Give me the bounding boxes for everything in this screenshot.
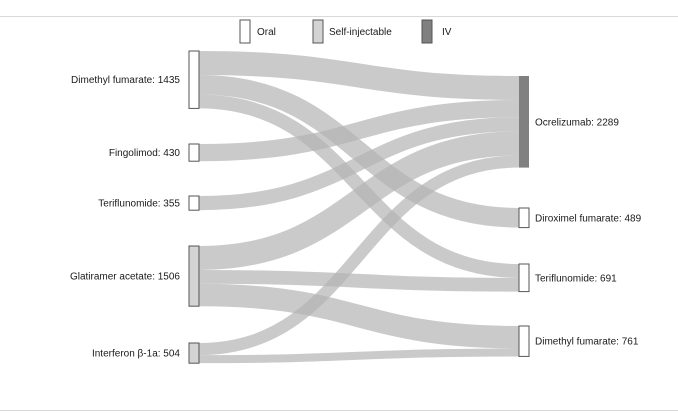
nodes	[188, 50, 530, 364]
flow-ifn-to-dmf-tgt	[198, 348, 520, 364]
node-teri-tgt	[518, 263, 530, 293]
node-ifn	[188, 342, 200, 364]
flow-fingo-to-ocre	[198, 100, 520, 162]
node-label-ocre: Ocrelizumab: 2289	[535, 117, 619, 128]
flow-glat-to-dmf-tgt	[198, 283, 520, 349]
legend-label-oral: Oral	[257, 27, 276, 38]
legend: Oral Self-injectable IV	[239, 19, 452, 44]
node-label-ifn: Interferon β-1a: 504	[92, 349, 180, 360]
node-label-teri-src: Teriflunomide: 355	[98, 199, 180, 210]
legend-label-iv: IV	[442, 27, 452, 38]
legend-swatch-iv	[421, 19, 433, 44]
legend-swatch-self-injectable	[312, 19, 324, 44]
node-label-drf: Diroximel fumarate: 489	[535, 213, 642, 224]
node-label-dmf-tgt: Dimethyl fumarate: 761	[535, 337, 639, 348]
flow-dmf-src-to-drf	[198, 75, 520, 228]
node-dmf-src	[188, 50, 200, 109]
flow-links	[198, 51, 520, 364]
node-labels: Dimethyl fumarate: 1435 Fingolimod: 430 Te…	[70, 75, 642, 359]
node-label-fingo: Fingolimod: 430	[109, 148, 181, 159]
node-label-glat: Glatiramer acetate: 1506	[70, 272, 180, 283]
node-glat	[188, 245, 200, 307]
flow-glat-to-teri-tgt	[198, 270, 520, 292]
node-ocre	[519, 76, 529, 168]
legend-label-self-injectable: Self-injectable	[329, 27, 392, 38]
flow-glat-to-ocre	[198, 131, 520, 270]
node-teri-src	[188, 195, 200, 211]
node-fingo	[188, 143, 200, 162]
bottom-border-line	[0, 410, 678, 411]
legend-swatch-oral	[239, 19, 251, 44]
top-border-line	[0, 16, 678, 17]
node-label-dmf-src: Dimethyl fumarate: 1435	[71, 75, 180, 86]
node-label-teri-tgt: Teriflunomide: 691	[535, 273, 617, 284]
node-dmf-tgt	[518, 325, 530, 357]
flow-ifn-to-ocre	[198, 155, 520, 356]
flow-teri-src-to-ocre	[198, 117, 520, 211]
node-drf	[518, 207, 530, 229]
flow-dmf-src-to-ocre	[198, 51, 520, 100]
